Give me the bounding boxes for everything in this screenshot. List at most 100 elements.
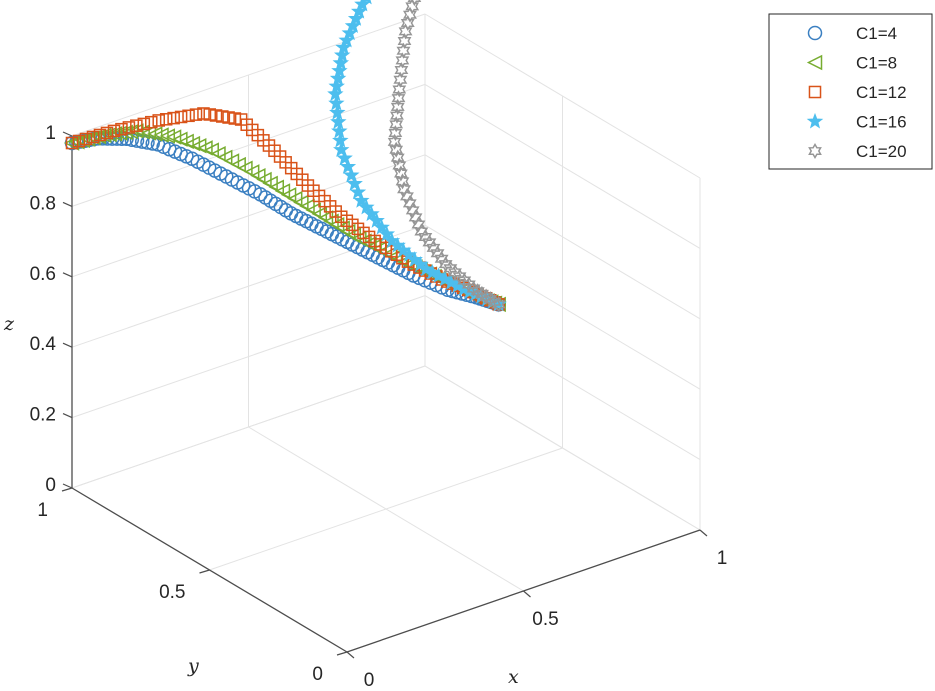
z-tick <box>62 413 73 419</box>
y-axis-label: y <box>187 655 199 677</box>
x-tick-label: 1 <box>717 548 728 569</box>
pentagram-marker <box>350 2 368 19</box>
grid-line <box>209 447 563 571</box>
x-tick <box>699 529 708 537</box>
hexagram-marker <box>474 285 489 302</box>
hexagram-marker <box>462 276 476 293</box>
hexagram-marker <box>443 260 458 277</box>
pentagram-marker <box>333 141 350 157</box>
hexagram-marker <box>390 98 405 115</box>
pentagram-marker <box>378 225 396 242</box>
x-tick <box>346 651 355 659</box>
square-marker <box>189 108 203 121</box>
legend: C1=4 C1=8 C1=12 C1=16 C1=20 <box>768 13 933 170</box>
x-axis-label: x <box>508 666 519 688</box>
legend-item: C1=20 <box>808 142 907 161</box>
pentagram-marker <box>331 122 348 139</box>
z-axis-label: z <box>3 313 15 335</box>
series-c1-20 <box>387 0 506 313</box>
pentagram-marker <box>329 104 346 120</box>
circle-icon <box>807 25 823 41</box>
triangle-left-marker <box>172 131 188 147</box>
hexagram-marker <box>388 125 403 142</box>
triangle-left-marker <box>153 127 169 143</box>
x-tick <box>523 590 531 598</box>
legend-label: C1=20 <box>856 142 907 161</box>
hexagram-marker <box>407 0 422 7</box>
square-marker <box>130 119 143 132</box>
hexagram-marker <box>491 296 506 313</box>
pentagram-marker <box>343 166 360 183</box>
square-icon <box>808 85 822 99</box>
square-marker <box>197 107 210 120</box>
square-marker <box>222 111 235 124</box>
hexagram-marker <box>422 234 437 251</box>
hexagram-marker <box>398 23 413 40</box>
triangle-left-marker <box>165 129 182 145</box>
hexagram-marker <box>405 202 420 219</box>
square-marker <box>203 108 217 121</box>
x-tick-label: 0.5 <box>532 609 558 630</box>
pentagram-marker <box>368 212 385 228</box>
hexagram-marker <box>457 272 472 289</box>
square-marker <box>174 110 188 124</box>
z-tick <box>62 272 73 278</box>
z-tick-label: 0.4 <box>30 334 57 355</box>
hexagram-marker <box>392 81 407 98</box>
y-tick <box>61 487 73 492</box>
square-marker <box>182 109 195 123</box>
square-marker <box>144 115 158 129</box>
pentagram-marker <box>344 17 362 34</box>
triangle-left-marker <box>190 138 207 154</box>
z-tick-label: 0 <box>45 475 56 496</box>
hexagram-marker <box>448 264 462 281</box>
square-marker <box>137 117 151 131</box>
hexagram-marker <box>395 173 410 190</box>
pentagram-marker <box>349 183 367 200</box>
hexagram-marker <box>400 14 415 31</box>
square-marker <box>159 113 173 126</box>
triangle-left-marker <box>178 133 194 150</box>
square-marker <box>107 124 121 138</box>
hexagram-marker <box>395 52 410 69</box>
z-tick-label: 0.6 <box>30 264 56 285</box>
square-marker <box>100 126 114 140</box>
pentagram-marker <box>332 131 349 148</box>
hexagram-marker <box>405 0 420 15</box>
pentagram-marker <box>353 192 370 208</box>
square-marker <box>115 122 128 136</box>
hexagram-marker <box>393 71 408 88</box>
hexagram-marker <box>479 288 493 305</box>
tick-labels: 0 0.2 0.4 0.6 0.8 1 0 0.5 1 0 0.5 1 <box>30 123 728 691</box>
y-tick <box>336 651 348 656</box>
pentagram-marker <box>358 198 375 215</box>
z-tick-label: 1 <box>45 123 56 144</box>
circle-marker <box>145 136 160 151</box>
hexagram-marker <box>389 107 404 124</box>
pentagram-marker <box>330 113 347 130</box>
square-marker <box>65 136 79 150</box>
hexagram-marker <box>418 228 433 245</box>
x-tick-label: 0 <box>364 670 375 691</box>
pentagram-marker <box>336 149 353 166</box>
triangle-left-marker <box>159 128 176 144</box>
triangle-left-marker <box>85 130 101 146</box>
pentagram-marker <box>328 94 345 111</box>
square-marker <box>72 134 86 148</box>
square-marker <box>152 114 166 127</box>
pentagram-marker <box>354 0 371 12</box>
hexagram-marker <box>483 291 498 308</box>
square-marker <box>122 121 136 134</box>
triangle-left-marker <box>197 140 213 156</box>
hexagram-marker <box>396 42 411 59</box>
hexagram-marker <box>466 280 481 297</box>
hexagram-marker <box>392 157 407 174</box>
legend-label: C1=12 <box>856 83 907 102</box>
hexagram-marker <box>397 181 412 198</box>
hexagram-marker <box>403 6 417 23</box>
pentagram-marker <box>335 38 352 55</box>
square-marker <box>86 130 100 144</box>
grid-lines <box>71 13 701 653</box>
pentagram-icon <box>806 112 824 129</box>
